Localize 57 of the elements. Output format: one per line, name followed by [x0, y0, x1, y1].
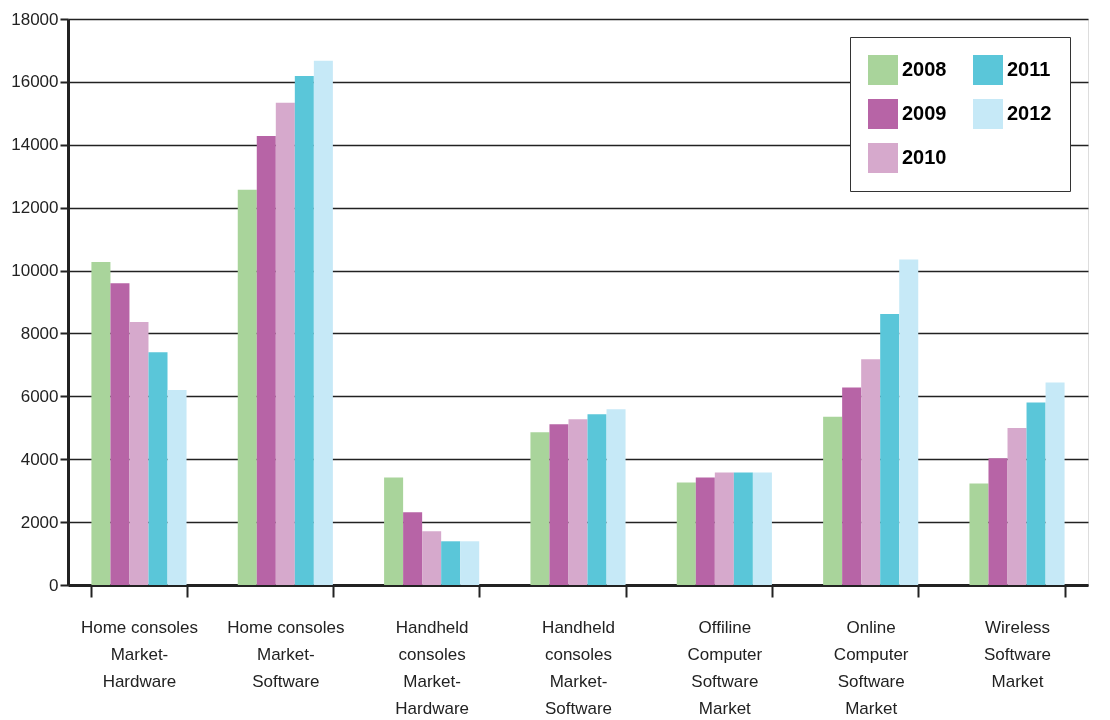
bar — [549, 424, 569, 585]
bar — [676, 482, 696, 585]
bar — [861, 359, 881, 585]
legend-label: 2009 — [902, 102, 947, 124]
bar — [842, 387, 862, 585]
bar — [422, 531, 442, 585]
y-tick-label: 14000 — [11, 135, 59, 155]
bar — [129, 322, 149, 585]
legend-label: 2008 — [902, 58, 947, 80]
y-tick-label: 12000 — [11, 198, 59, 218]
bar — [695, 477, 715, 585]
y-tick-label: 2000 — [20, 512, 59, 532]
y-tick-label: 0 — [49, 575, 59, 595]
bar — [587, 414, 607, 585]
x-tick-label: Handheld consoles Market- Hardware — [395, 617, 470, 718]
bar — [530, 432, 550, 585]
legend-label: 2011 — [1007, 58, 1051, 80]
x-tick-label: Online Computer Software Market — [833, 617, 909, 718]
bar — [91, 262, 111, 585]
y-tick-label: 10000 — [11, 261, 59, 281]
y-tick-label: 18000 — [11, 9, 59, 29]
bar — [294, 75, 314, 585]
legend-label: 2010 — [902, 146, 947, 168]
bar — [823, 416, 843, 585]
y-tick-label: 8000 — [20, 323, 59, 343]
bar — [167, 390, 187, 585]
bar — [256, 135, 276, 585]
bar — [988, 458, 1008, 585]
bar — [313, 60, 333, 585]
bar — [568, 419, 588, 585]
bar — [733, 472, 753, 585]
x-tick-label: Wireless Software Market — [983, 617, 1052, 691]
bar — [880, 313, 900, 585]
bar — [1045, 382, 1065, 585]
bar — [1007, 428, 1027, 585]
x-tick-label: Home consoles Market- Software — [227, 617, 345, 691]
y-tick-label: 4000 — [20, 449, 59, 469]
x-tick-label: Handheld consoles Market- Software — [542, 617, 615, 718]
bar — [384, 477, 404, 585]
legend-label: 2012 — [1007, 102, 1052, 124]
bar — [1026, 402, 1046, 585]
bar — [460, 541, 480, 585]
x-tick-label: Home consoles Market- Hardware — [80, 617, 199, 691]
bar — [403, 512, 423, 585]
x-tick-label: Offiline Computer Software Market — [687, 617, 763, 718]
bar — [606, 409, 626, 585]
bar — [752, 472, 772, 585]
bar — [441, 541, 461, 585]
y-tick-label: 6000 — [20, 386, 59, 406]
y-tick-label: 16000 — [11, 72, 59, 92]
bar — [275, 102, 295, 585]
bar — [148, 352, 168, 585]
bar — [899, 259, 919, 585]
bar — [237, 189, 257, 585]
bar — [969, 483, 989, 585]
bar — [110, 283, 130, 585]
bar — [714, 472, 734, 585]
